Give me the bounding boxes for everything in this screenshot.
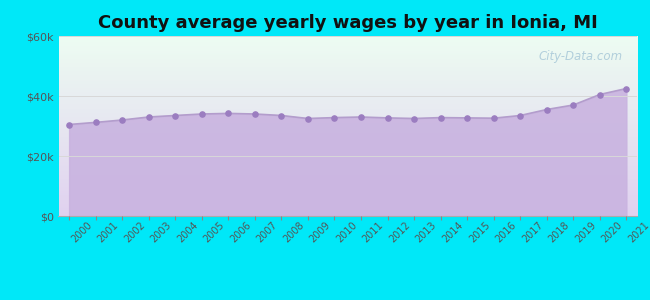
Point (515, 113, 525, 118)
Point (90, 120, 101, 125)
Point (144, 115, 154, 119)
Point (541, 107, 552, 112)
Point (621, 86, 632, 91)
Point (595, 92, 605, 97)
Point (117, 118, 127, 122)
Point (462, 116, 473, 120)
Point (356, 115, 366, 119)
Point (568, 103, 578, 107)
Point (436, 115, 446, 120)
Title: County average yearly wages by year in Ionia, MI: County average yearly wages by year in I… (98, 14, 597, 32)
Point (330, 115, 340, 120)
Point (223, 111, 233, 116)
Point (170, 113, 181, 118)
Point (250, 112, 260, 116)
Point (276, 113, 287, 118)
Point (382, 116, 393, 120)
Text: City-Data.com: City-Data.com (538, 50, 623, 63)
Point (196, 112, 207, 116)
Point (409, 116, 419, 121)
Point (489, 116, 499, 121)
Point (303, 116, 313, 121)
Point (64, 122, 74, 127)
